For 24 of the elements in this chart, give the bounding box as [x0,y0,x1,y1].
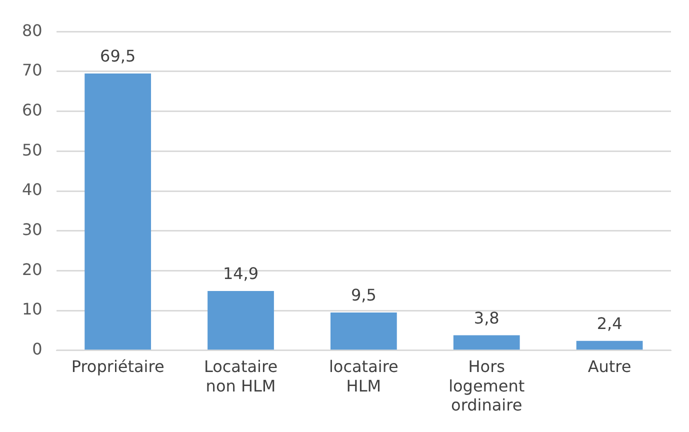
data-label: 3,8 [474,308,500,328]
bar [208,291,274,350]
bar [576,340,643,350]
bar [330,312,397,350]
y-tick-label: 70 [22,60,42,80]
data-label: 14,9 [222,264,259,284]
y-tick-label: 20 [22,260,42,279]
y-tick-label: 30 [22,220,42,240]
data-label: 2,4 [596,314,622,333]
x-tick-label: Propriétaire [71,357,164,376]
x-tick-label: Hors logement ordinaire [448,357,525,415]
y-tick-label: 80 [22,20,42,40]
bar [84,73,152,350]
x-tick-label: Locataire non HLM [204,357,278,396]
y-tick-label: 50 [22,140,42,160]
y-tick-label: 10 [22,300,42,319]
y-tick-label: 40 [22,180,42,200]
x-tick-label: locataire HLM [328,357,398,396]
data-label: 69,5 [100,46,136,66]
x-tick-label: Autre [588,357,632,376]
y-tick-label: 60 [22,100,42,120]
y-tick-label: 0 [32,340,42,359]
bar [453,335,520,350]
data-label: 9,5 [350,286,376,305]
